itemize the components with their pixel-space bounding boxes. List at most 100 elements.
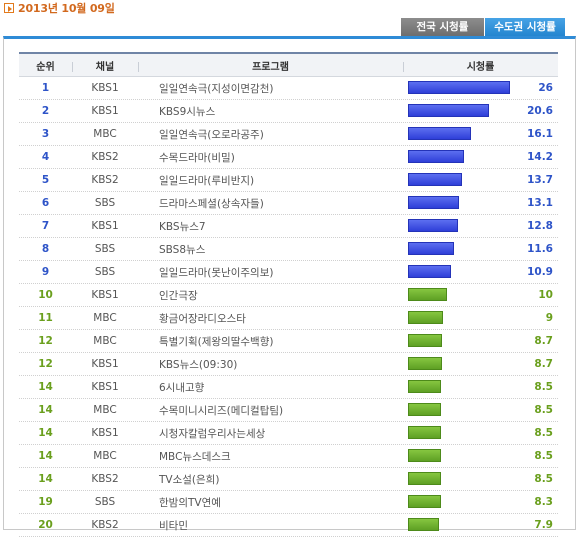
rating-value: 20.6 <box>527 105 553 117</box>
ratings-table: 순위 채널 프로그램 시청률 1 KBS1 일일연속극(지성이면감천) 26 2 KBS1… <box>19 52 558 537</box>
rating-cell: 10.9 <box>403 261 558 283</box>
program-cell[interactable]: TV소설(은희) <box>159 473 220 486</box>
program-cell[interactable]: 6시내고향 <box>159 381 205 394</box>
rank-cell: 19 <box>38 496 53 508</box>
rating-cell: 14.2 <box>403 146 558 168</box>
header-channel: 채널 <box>72 58 138 73</box>
rating-bar <box>408 518 439 531</box>
rating-value: 8.5 <box>534 381 553 393</box>
table-row: 7 KBS1 KBS뉴스7 12.8 <box>19 215 558 238</box>
channel-cell: KBS2 <box>91 473 119 485</box>
program-cell[interactable]: 황금어장라디오스타 <box>159 312 246 325</box>
table-row: 14 KBS2 TV소설(은희) 8.5 <box>19 468 558 491</box>
rating-bar <box>408 449 441 462</box>
table-row: 4 KBS2 수목드라마(비밀) 14.2 <box>19 146 558 169</box>
channel-cell: MBC <box>93 312 117 324</box>
program-cell[interactable]: 수목드라마(비밀) <box>159 151 235 164</box>
channel-cell: KBS1 <box>91 105 119 117</box>
rating-value: 8.3 <box>534 496 553 508</box>
program-cell[interactable]: KBS뉴스(09:30) <box>159 358 238 371</box>
program-cell[interactable]: 인간극장 <box>159 289 198 302</box>
date-header: 2013년 10월 09일 <box>4 1 115 15</box>
tab-national-ratings[interactable]: 전국 시청률 <box>401 18 484 36</box>
tab-capital-ratings[interactable]: 수도권 시청률 <box>485 18 565 36</box>
rating-value: 10 <box>538 289 553 301</box>
channel-cell: MBC <box>93 404 117 416</box>
rating-cell: 13.1 <box>403 192 558 214</box>
table-row: 14 KBS1 시청자칼럼우리사는세상 8.5 <box>19 422 558 445</box>
channel-cell: KBS2 <box>91 151 119 163</box>
program-cell[interactable]: 비타민 <box>159 519 188 532</box>
program-cell[interactable]: 한밤의TV연예 <box>159 496 221 509</box>
rating-bar <box>408 173 462 186</box>
rating-value: 14.2 <box>527 151 553 163</box>
program-cell[interactable]: 일일드라마(못난이주의보) <box>159 266 274 279</box>
rating-cell: 8.5 <box>403 468 558 490</box>
program-cell[interactable]: 시청자칼럼우리사는세상 <box>159 427 266 440</box>
rating-value: 8.5 <box>534 404 553 416</box>
rating-bar <box>408 426 441 439</box>
table-row: 12 KBS1 KBS뉴스(09:30) 8.7 <box>19 353 558 376</box>
program-cell[interactable]: SBS8뉴스 <box>159 243 206 256</box>
arrow-right-icon <box>4 3 14 13</box>
channel-cell: KBS1 <box>91 82 119 94</box>
rank-cell: 4 <box>41 151 50 163</box>
rating-bar <box>408 288 447 301</box>
rating-bar <box>408 196 459 209</box>
rating-bar <box>408 311 443 324</box>
rank-cell: 8 <box>41 243 50 255</box>
program-cell[interactable]: 일일연속극(지성이면감천) <box>159 82 274 95</box>
table-row: 5 KBS2 일일드라마(루비반지) 13.7 <box>19 169 558 192</box>
table-row: 1 KBS1 일일연속극(지성이면감천) 26 <box>19 77 558 100</box>
rank-cell: 12 <box>38 335 53 347</box>
rating-value: 8.5 <box>534 473 553 485</box>
rank-cell: 6 <box>41 197 50 209</box>
channel-cell: SBS <box>94 243 116 255</box>
table-row: 20 KBS2 비타민 7.9 <box>19 514 558 537</box>
table-row: 3 MBC 일일연속극(오로라공주) 16.1 <box>19 123 558 146</box>
rank-cell: 14 <box>38 404 53 416</box>
program-cell[interactable]: MBC뉴스데스크 <box>159 450 231 463</box>
rating-bar <box>408 472 441 485</box>
rating-cell: 8.7 <box>403 330 558 352</box>
rating-cell: 10 <box>403 284 558 306</box>
rating-cell: 16.1 <box>403 123 558 145</box>
rating-cell: 8.7 <box>403 353 558 375</box>
rating-bar <box>408 380 441 393</box>
table-header: 순위 채널 프로그램 시청률 <box>19 52 558 77</box>
header-program: 프로그램 <box>138 58 403 73</box>
table-row: 19 SBS 한밤의TV연예 8.3 <box>19 491 558 514</box>
program-cell[interactable]: 수목미니시리즈(메디컬탑팀) <box>159 404 284 417</box>
rating-cell: 8.3 <box>403 491 558 513</box>
channel-cell: SBS <box>94 197 116 209</box>
table-row: 8 SBS SBS8뉴스 11.6 <box>19 238 558 261</box>
channel-cell: KBS1 <box>91 220 119 232</box>
program-cell[interactable]: 드라마스페셜(상속자들) <box>159 197 264 210</box>
header-rating: 시청률 <box>403 58 558 73</box>
rating-value: 10.9 <box>527 266 553 278</box>
channel-cell: SBS <box>94 496 116 508</box>
program-cell[interactable]: 일일연속극(오로라공주) <box>159 128 264 141</box>
channel-cell: KBS1 <box>91 289 119 301</box>
program-cell[interactable]: 일일드라마(루비반지) <box>159 174 255 187</box>
rating-bar <box>408 265 451 278</box>
rank-cell: 11 <box>38 312 53 324</box>
program-cell[interactable]: KBS9시뉴스 <box>159 105 216 118</box>
rating-value: 16.1 <box>527 128 553 140</box>
rank-cell: 3 <box>41 128 50 140</box>
rank-cell: 9 <box>41 266 50 278</box>
rating-value: 8.7 <box>534 335 553 347</box>
table-row: 9 SBS 일일드라마(못난이주의보) 10.9 <box>19 261 558 284</box>
program-cell[interactable]: KBS뉴스7 <box>159 220 206 233</box>
rank-cell: 12 <box>38 358 53 370</box>
channel-cell: KBS1 <box>91 358 119 370</box>
rating-bar <box>408 219 458 232</box>
rating-cell: 8.5 <box>403 422 558 444</box>
rating-bar <box>408 150 464 163</box>
program-cell[interactable]: 특별기획(제왕의딸수백향) <box>159 335 274 348</box>
rank-cell: 7 <box>41 220 50 232</box>
table-row: 10 KBS1 인간극장 10 <box>19 284 558 307</box>
rating-value: 8.7 <box>534 358 553 370</box>
channel-cell: KBS2 <box>91 174 119 186</box>
rank-cell: 1 <box>41 82 50 94</box>
